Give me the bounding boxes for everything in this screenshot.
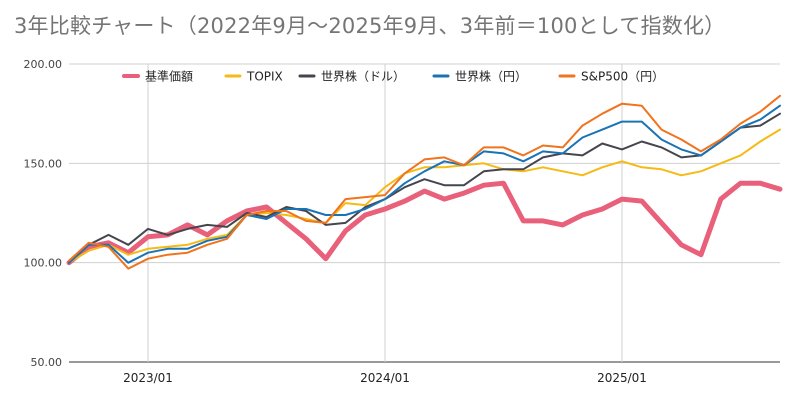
legend-item-0: 基準価額 [122, 69, 193, 84]
legend-label: 世界株（円） [455, 69, 527, 84]
legend-label: S&P500（円） [581, 70, 664, 84]
series-line-3 [68, 104, 781, 264]
legend-item-3: 世界株（円） [432, 69, 527, 84]
legend: 基準価額 TOPIX 世界株（ドル） 世界株（円） S&P500（円） [122, 69, 664, 84]
y-tick-label: 50.00 [31, 356, 63, 369]
x-tick-label: 2023/01 [123, 371, 173, 385]
legend-item-4: S&P500（円） [558, 70, 664, 84]
y-tick-label: 100.00 [24, 257, 63, 270]
grid-lines [69, 63, 780, 363]
series-line-1 [68, 128, 781, 264]
legend-item-2: 世界株（ドル） [298, 69, 405, 84]
series-line-4 [68, 94, 781, 270]
y-tick-label: 200.00 [24, 58, 63, 71]
chart-title: 3年比較チャート（2022年9月〜2025年9月、3年前＝100として指数化） [14, 14, 726, 38]
legend-label: 基準価額 [145, 69, 193, 84]
legend-item-1: TOPIX [224, 70, 283, 84]
legend-label: TOPIX [246, 70, 283, 84]
y-tick-label: 150.00 [24, 157, 63, 170]
x-tick-label: 2025/01 [597, 371, 647, 385]
axis-labels: 200.00 150.00 100.00 50.00 2023/01 2024/01 202… [24, 58, 647, 385]
x-tick-label: 2024/01 [360, 371, 410, 385]
series-line-2 [68, 112, 781, 264]
series-line-0 [66, 180, 783, 266]
series-lines [66, 94, 783, 270]
legend-label: 世界株（ドル） [321, 69, 405, 84]
